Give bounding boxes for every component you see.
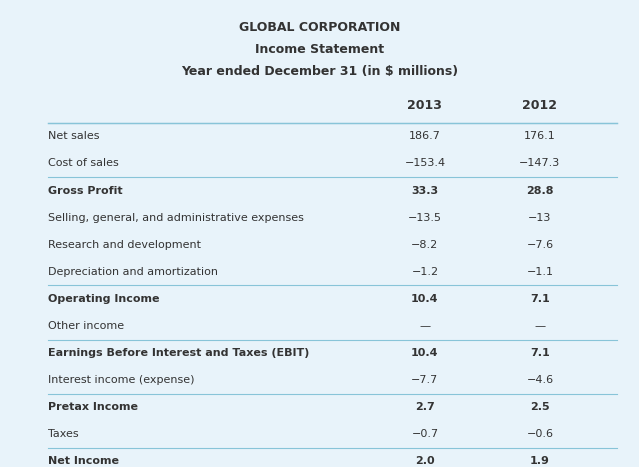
Text: 2.0: 2.0 bbox=[415, 456, 435, 467]
Text: −0.7: −0.7 bbox=[412, 429, 438, 439]
Text: —: — bbox=[419, 321, 431, 331]
Text: 176.1: 176.1 bbox=[524, 131, 556, 142]
Text: Pretax Income: Pretax Income bbox=[48, 402, 138, 412]
Text: −13: −13 bbox=[528, 212, 551, 223]
Text: 7.1: 7.1 bbox=[530, 348, 550, 358]
Text: −7.6: −7.6 bbox=[527, 240, 553, 250]
Text: −4.6: −4.6 bbox=[527, 375, 553, 385]
Text: Interest income (expense): Interest income (expense) bbox=[48, 375, 194, 385]
Text: −7.7: −7.7 bbox=[412, 375, 438, 385]
Text: 2012: 2012 bbox=[523, 99, 557, 112]
Text: Taxes: Taxes bbox=[48, 429, 79, 439]
Text: Operating Income: Operating Income bbox=[48, 294, 159, 304]
Text: −153.4: −153.4 bbox=[404, 158, 445, 169]
Text: Net Income: Net Income bbox=[48, 456, 119, 467]
Text: −1.2: −1.2 bbox=[412, 267, 438, 277]
Text: —: — bbox=[534, 321, 546, 331]
Text: Research and development: Research and development bbox=[48, 240, 201, 250]
Text: 10.4: 10.4 bbox=[411, 348, 439, 358]
Text: 1.9: 1.9 bbox=[530, 456, 550, 467]
Text: GLOBAL CORPORATION: GLOBAL CORPORATION bbox=[239, 21, 400, 34]
Text: 2.5: 2.5 bbox=[530, 402, 550, 412]
Text: Depreciation and amortization: Depreciation and amortization bbox=[48, 267, 218, 277]
Text: −147.3: −147.3 bbox=[520, 158, 560, 169]
Text: −0.6: −0.6 bbox=[527, 429, 553, 439]
Text: −8.2: −8.2 bbox=[412, 240, 438, 250]
Text: 2.7: 2.7 bbox=[415, 402, 435, 412]
Text: Selling, general, and administrative expenses: Selling, general, and administrative exp… bbox=[48, 212, 304, 223]
Text: Cost of sales: Cost of sales bbox=[48, 158, 119, 169]
Text: 186.7: 186.7 bbox=[409, 131, 441, 142]
Text: Income Statement: Income Statement bbox=[255, 43, 384, 56]
Text: Gross Profit: Gross Profit bbox=[48, 185, 123, 196]
Text: 2013: 2013 bbox=[408, 99, 442, 112]
Text: Earnings Before Interest and Taxes (EBIT): Earnings Before Interest and Taxes (EBIT… bbox=[48, 348, 309, 358]
Text: 10.4: 10.4 bbox=[411, 294, 439, 304]
Text: 7.1: 7.1 bbox=[530, 294, 550, 304]
Text: −1.1: −1.1 bbox=[527, 267, 553, 277]
Text: Year ended December 31 (in $ millions): Year ended December 31 (in $ millions) bbox=[181, 65, 458, 78]
Text: Other income: Other income bbox=[48, 321, 124, 331]
Text: 28.8: 28.8 bbox=[526, 185, 554, 196]
Text: 33.3: 33.3 bbox=[412, 185, 438, 196]
Text: Net sales: Net sales bbox=[48, 131, 100, 142]
Text: −13.5: −13.5 bbox=[408, 212, 442, 223]
